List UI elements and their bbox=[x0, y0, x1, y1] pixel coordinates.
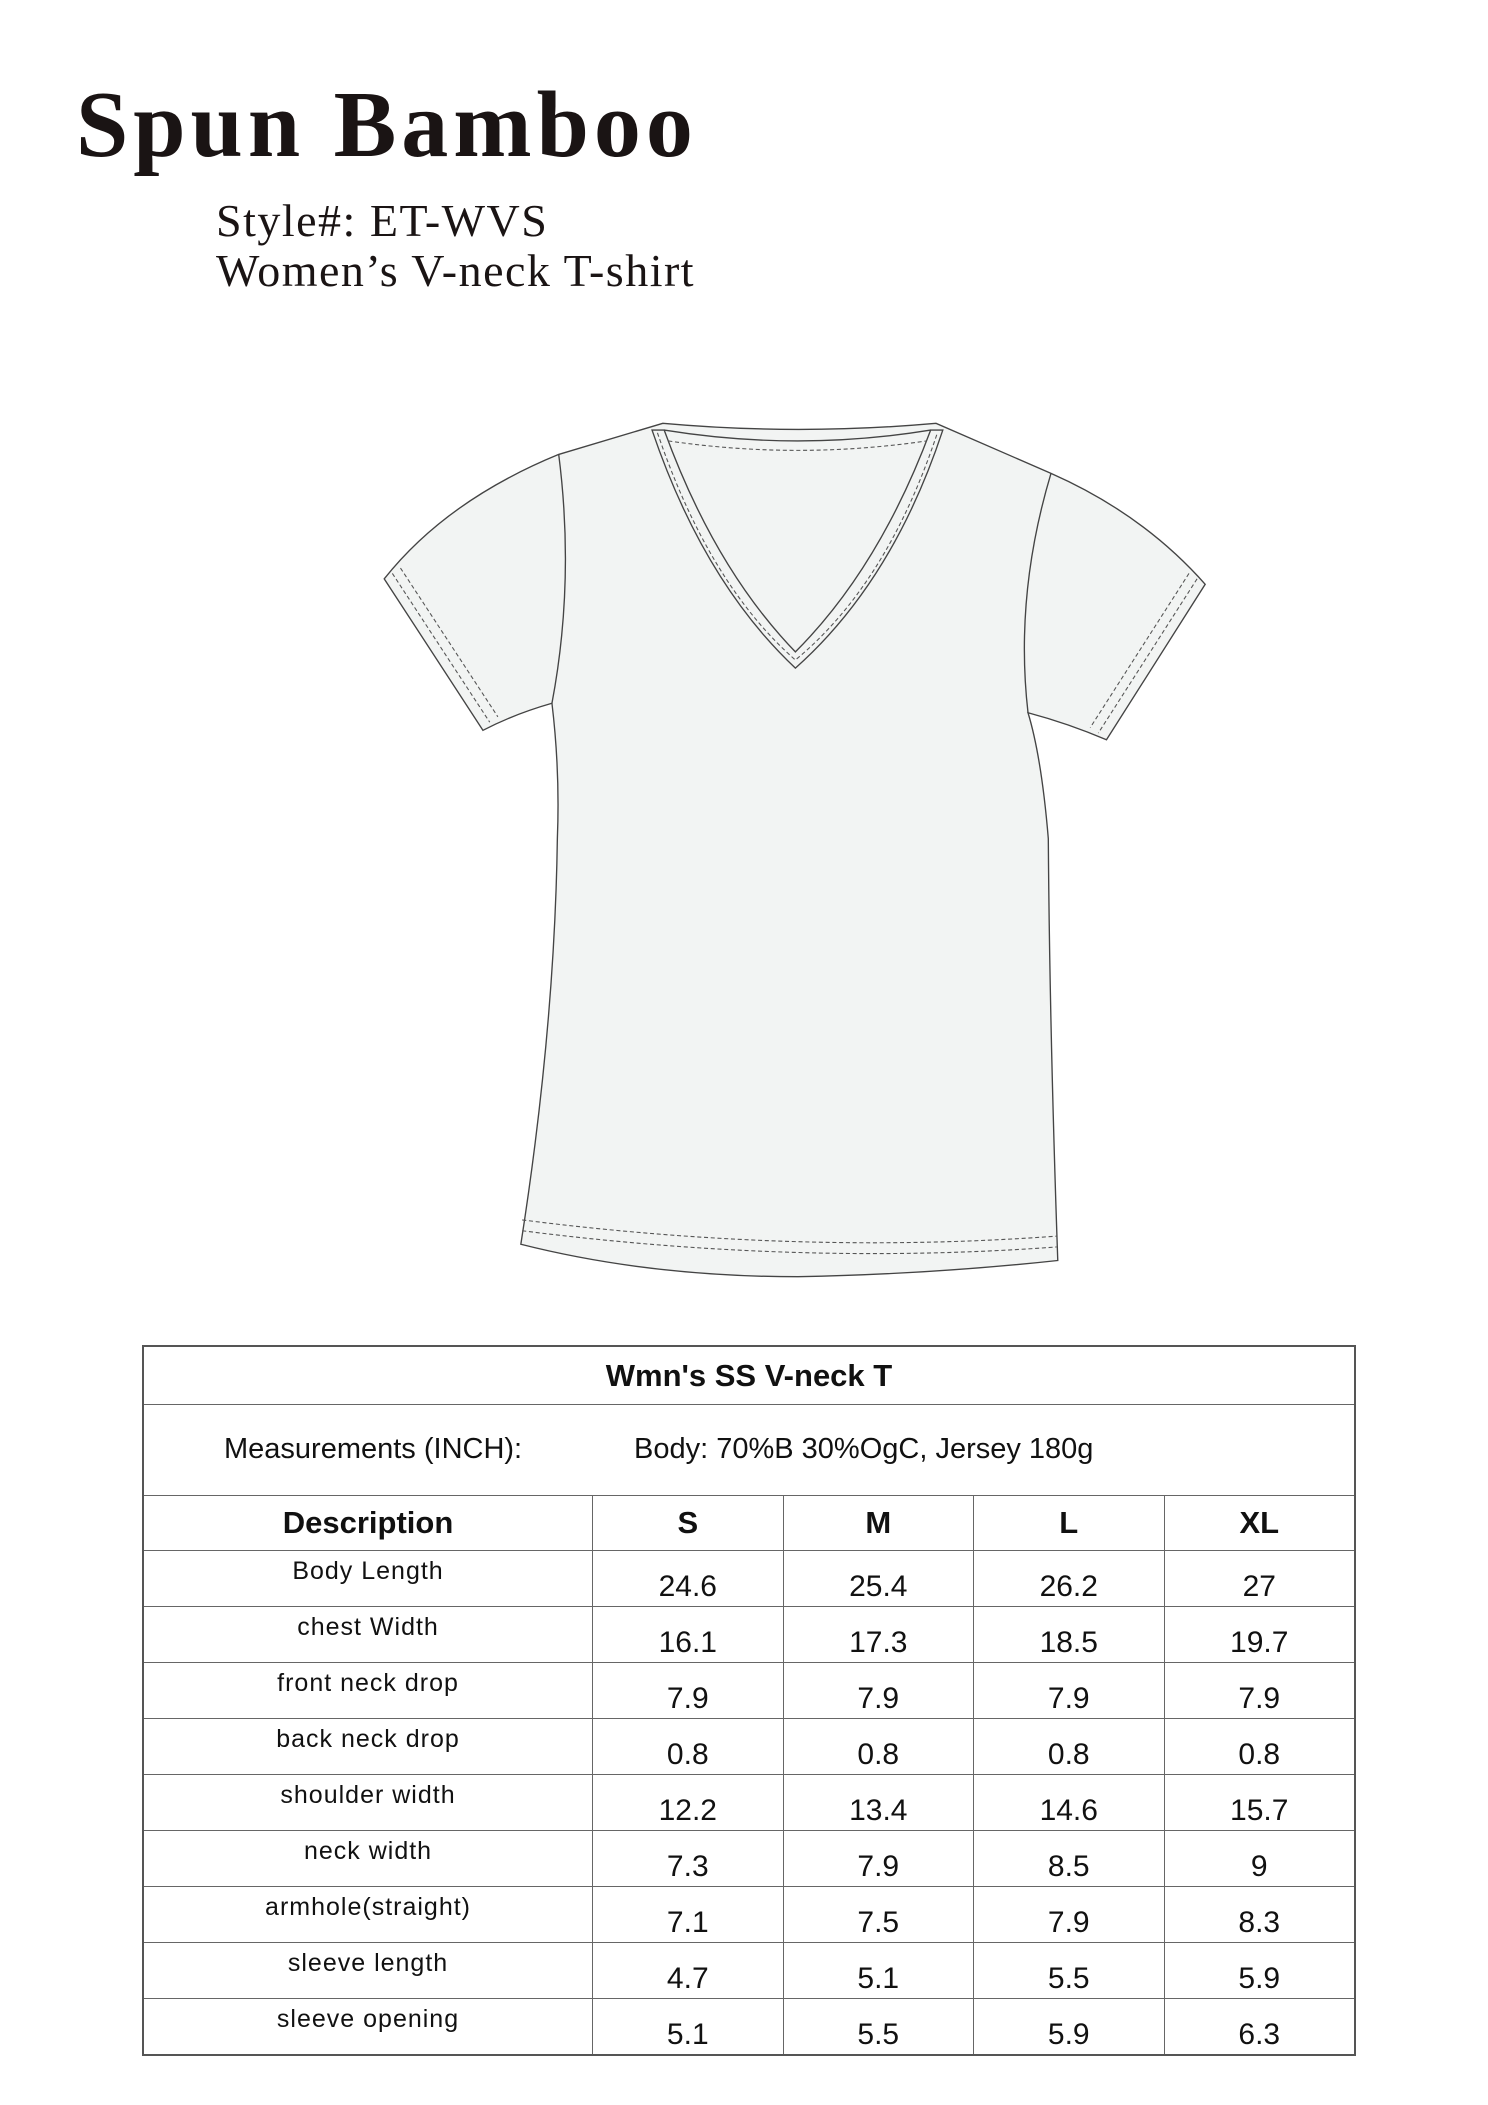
row-description: sleeve opening bbox=[142, 1998, 594, 2056]
size-value: 24.6 bbox=[592, 1550, 784, 1607]
size-value: 7.9 bbox=[1163, 1662, 1356, 1719]
table-row: sleeve opening 5.1 5.5 5.9 6.3 bbox=[142, 1998, 1356, 2056]
row-description: front neck drop bbox=[142, 1662, 594, 1719]
size-value: 15.7 bbox=[1163, 1774, 1356, 1831]
size-value: 9 bbox=[1163, 1830, 1356, 1887]
brand-title: Spun Bamboo bbox=[76, 73, 698, 177]
size-chart-table: Wmn's SS V-neck T Measurements (INCH): B… bbox=[142, 1345, 1356, 2056]
product-name: Women’s V-neck T-shirt bbox=[216, 245, 696, 296]
table-row: back neck drop 0.8 0.8 0.8 0.8 bbox=[142, 1718, 1356, 1775]
row-description: back neck drop bbox=[142, 1718, 594, 1775]
size-value: 7.9 bbox=[973, 1886, 1165, 1943]
style-number: Style#: ET-WVS bbox=[216, 195, 549, 246]
column-header: Description bbox=[142, 1495, 594, 1551]
size-value: 26.2 bbox=[973, 1550, 1165, 1607]
size-value: 4.7 bbox=[592, 1942, 784, 1999]
size-value: 17.3 bbox=[782, 1606, 975, 1663]
size-value: 5.9 bbox=[1163, 1942, 1356, 1999]
table-row: armhole(straight) 7.1 7.5 7.9 8.3 bbox=[142, 1886, 1356, 1943]
row-description: Body Length bbox=[142, 1550, 594, 1607]
table-title: Wmn's SS V-neck T bbox=[142, 1345, 1356, 1405]
column-header: L bbox=[973, 1495, 1165, 1551]
tshirt-sketch bbox=[383, 422, 1207, 1278]
back-neck bbox=[664, 429, 931, 442]
size-value: 25.4 bbox=[782, 1550, 975, 1607]
size-value: 8.5 bbox=[973, 1830, 1165, 1887]
size-value: 0.8 bbox=[592, 1718, 784, 1775]
size-value: 5.9 bbox=[973, 1998, 1165, 2056]
table-row: shoulder width 12.2 13.4 14.6 15.7 bbox=[142, 1774, 1356, 1831]
row-description: armhole(straight) bbox=[142, 1886, 594, 1943]
column-header: M bbox=[782, 1495, 975, 1551]
size-value: 0.8 bbox=[973, 1718, 1165, 1775]
shirt-outline bbox=[383, 422, 1207, 1278]
size-value: 7.5 bbox=[782, 1886, 975, 1943]
size-value: 0.8 bbox=[1163, 1718, 1356, 1775]
size-value: 14.6 bbox=[973, 1774, 1165, 1831]
size-value: 27 bbox=[1163, 1550, 1356, 1607]
size-value: 5.5 bbox=[973, 1942, 1165, 1999]
column-header: S bbox=[592, 1495, 784, 1551]
size-value: 8.3 bbox=[1163, 1886, 1356, 1943]
row-description: neck width bbox=[142, 1830, 594, 1887]
measurements-label: Measurements (INCH): bbox=[224, 1433, 523, 1465]
size-value: 5.1 bbox=[592, 1998, 784, 2056]
size-value: 7.1 bbox=[592, 1886, 784, 1943]
row-description: chest Width bbox=[142, 1606, 594, 1663]
fabric-info: Body: 70%B 30%OgC, Jersey 180g bbox=[634, 1433, 1094, 1465]
row-description: shoulder width bbox=[142, 1774, 594, 1831]
table-row: front neck drop 7.9 7.9 7.9 7.9 bbox=[142, 1662, 1356, 1719]
column-header: XL bbox=[1163, 1495, 1356, 1551]
size-value: 16.1 bbox=[592, 1606, 784, 1663]
table-row: chest Width 16.1 17.3 18.5 19.7 bbox=[142, 1606, 1356, 1663]
table-row: neck width 7.3 7.9 8.5 9 bbox=[142, 1830, 1356, 1887]
size-value: 12.2 bbox=[592, 1774, 784, 1831]
size-value: 5.5 bbox=[782, 1998, 975, 2056]
size-value: 7.9 bbox=[782, 1662, 975, 1719]
size-value: 7.9 bbox=[782, 1830, 975, 1887]
size-value: 13.4 bbox=[782, 1774, 975, 1831]
size-value: 7.3 bbox=[592, 1830, 784, 1887]
measurements-row: Measurements (INCH): Body: 70%B 30%OgC, … bbox=[142, 1404, 1356, 1496]
size-value: 0.8 bbox=[782, 1718, 975, 1775]
size-value: 7.9 bbox=[592, 1662, 784, 1719]
table-row: Body Length 24.6 25.4 26.2 27 bbox=[142, 1550, 1356, 1607]
size-value: 6.3 bbox=[1163, 1998, 1356, 2056]
size-value: 7.9 bbox=[973, 1662, 1165, 1719]
table-row: sleeve length 4.7 5.1 5.5 5.9 bbox=[142, 1942, 1356, 1999]
size-value: 18.5 bbox=[973, 1606, 1165, 1663]
row-description: sleeve length bbox=[142, 1942, 594, 1999]
size-value: 5.1 bbox=[782, 1942, 975, 1999]
size-value: 19.7 bbox=[1163, 1606, 1356, 1663]
